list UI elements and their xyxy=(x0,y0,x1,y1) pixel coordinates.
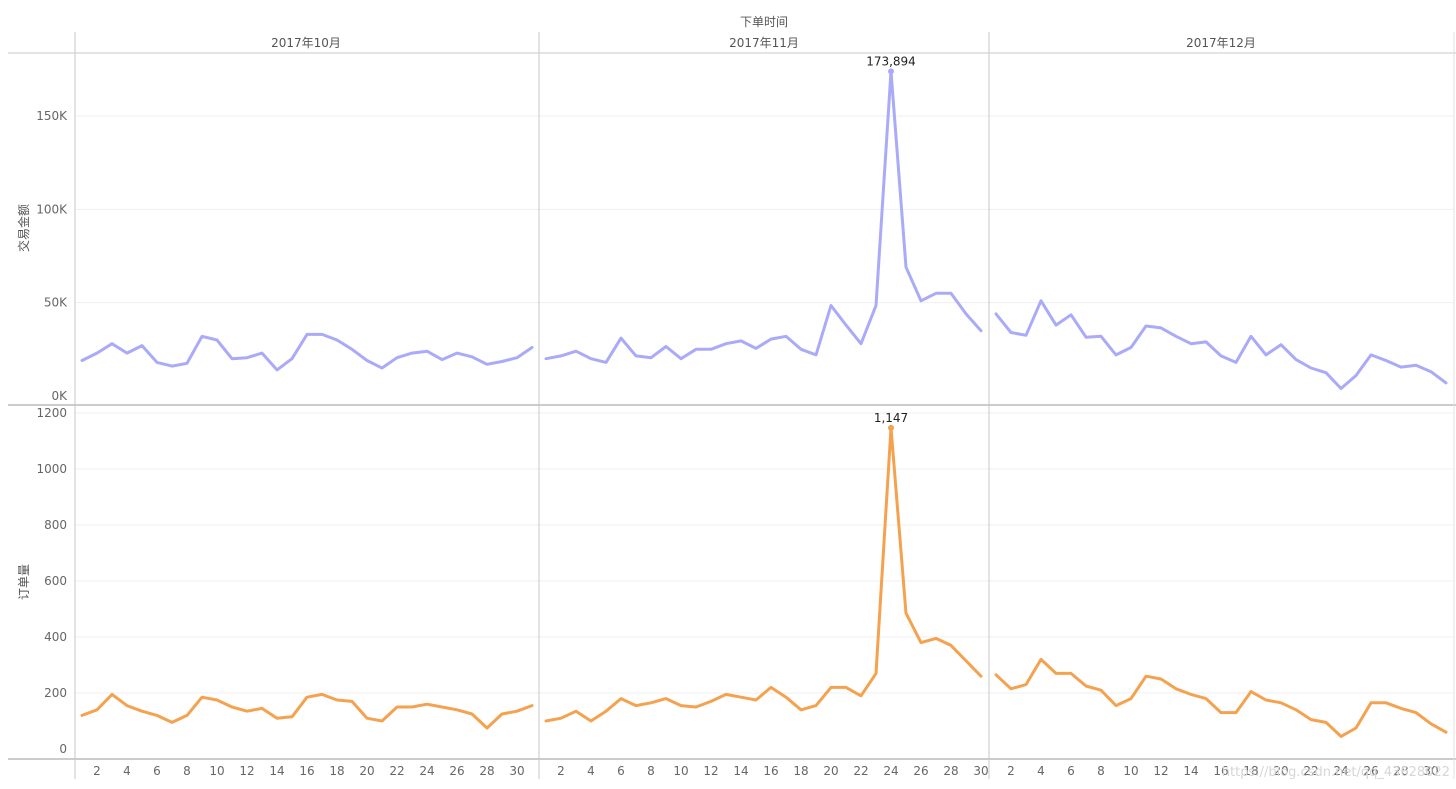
x-tick-label: 30 xyxy=(509,764,524,778)
peak-label: 1,147 xyxy=(874,411,908,425)
x-tick-label: 4 xyxy=(587,764,595,778)
series-line xyxy=(994,299,1448,390)
x-tick-label: 6 xyxy=(153,764,161,778)
y-tick-label: 150K xyxy=(36,109,68,123)
x-tick-label: 20 xyxy=(359,764,374,778)
x-tick-label: 10 xyxy=(209,764,224,778)
x-tick-label: 6 xyxy=(1067,764,1075,778)
x-tick-label: 24 xyxy=(419,764,434,778)
x-tick-label: 12 xyxy=(1153,764,1168,778)
y-tick-label: 800 xyxy=(44,518,67,532)
gridlines xyxy=(75,115,1454,694)
series-line xyxy=(544,426,983,723)
y-tick-label: 100K xyxy=(36,202,68,216)
x-tick-label: 14 xyxy=(1183,764,1198,778)
x-tick-label: 20 xyxy=(823,764,838,778)
panel-header-nov: 2017年11月 xyxy=(729,36,799,50)
y-tick-label: 50K xyxy=(44,296,68,310)
series-line xyxy=(544,69,983,364)
x-tick-label: 18 xyxy=(1243,764,1258,778)
y-tick-label: 1200 xyxy=(36,406,67,420)
y-tick-label: 1000 xyxy=(36,462,67,476)
x-tick-label: 26 xyxy=(449,764,464,778)
column-header: 下单时间 xyxy=(740,15,788,29)
frame xyxy=(8,32,1456,779)
x-tick-label: 28 xyxy=(479,764,494,778)
x-tick-label: 30 xyxy=(973,764,988,778)
x-tick-label: 22 xyxy=(389,764,404,778)
x-tick-label: 26 xyxy=(913,764,928,778)
x-tick-label: 8 xyxy=(1097,764,1105,778)
x-tick-label: 2 xyxy=(557,764,565,778)
annotations: 173,894 1,147 xyxy=(866,54,916,431)
x-tick-label: 16 xyxy=(299,764,314,778)
y-tick-label: 0 xyxy=(59,742,67,756)
x-tick-label: 30 xyxy=(1423,764,1438,778)
x-tick-label: 4 xyxy=(123,764,131,778)
x-tick-label: 8 xyxy=(647,764,655,778)
x-tick-label: 28 xyxy=(943,764,958,778)
series-line xyxy=(80,692,534,730)
y-tick-label: 200 xyxy=(44,686,67,700)
series-line xyxy=(80,332,534,372)
watermark: https://blog.csdn.net/qq_43628022 xyxy=(1222,765,1450,780)
y-axis-label-amount: 交易金额 xyxy=(16,204,31,252)
x-tick-label: 18 xyxy=(329,764,344,778)
x-tick-label: 14 xyxy=(269,764,284,778)
series-lines xyxy=(80,69,1448,738)
peak-marker xyxy=(888,68,894,75)
x-tick-label: 12 xyxy=(239,764,254,778)
panel-header-dec: 2017年12月 xyxy=(1186,36,1256,50)
y-axis-label-orders: 订单量 xyxy=(17,564,31,600)
x-tick-label: 6 xyxy=(617,764,625,778)
peak-marker xyxy=(888,424,894,431)
x-tick-label: 2 xyxy=(93,764,101,778)
panel-header-oct: 2017年10月 xyxy=(271,36,341,50)
x-tick-label: 26 xyxy=(1363,764,1378,778)
x-tick-label: 22 xyxy=(853,764,868,778)
series-line xyxy=(994,657,1448,738)
x-tick-label: 10 xyxy=(1123,764,1138,778)
x-tick-label: 14 xyxy=(733,764,748,778)
x-tick-label: 4 xyxy=(1037,764,1045,778)
x-tick-label: 10 xyxy=(673,764,688,778)
y-tick-label: 400 xyxy=(44,630,67,644)
x-tick-label: 22 xyxy=(1303,764,1318,778)
x-tick-label: 18 xyxy=(793,764,808,778)
x-tick-label: 12 xyxy=(703,764,718,778)
x-tick-label: 2 xyxy=(1007,764,1015,778)
x-tick-label: 16 xyxy=(1213,764,1228,778)
x-tick-label: 16 xyxy=(763,764,778,778)
x-tick-label: 8 xyxy=(183,764,191,778)
x-tick-label: 24 xyxy=(1333,764,1348,778)
y-tick-label: 600 xyxy=(44,574,67,588)
y-tick-label: 0K xyxy=(51,389,68,403)
x-tick-label: 20 xyxy=(1273,764,1288,778)
x-tick-label: 24 xyxy=(883,764,898,778)
x-tick-label: 28 xyxy=(1393,764,1408,778)
peak-label: 173,894 xyxy=(866,54,916,68)
